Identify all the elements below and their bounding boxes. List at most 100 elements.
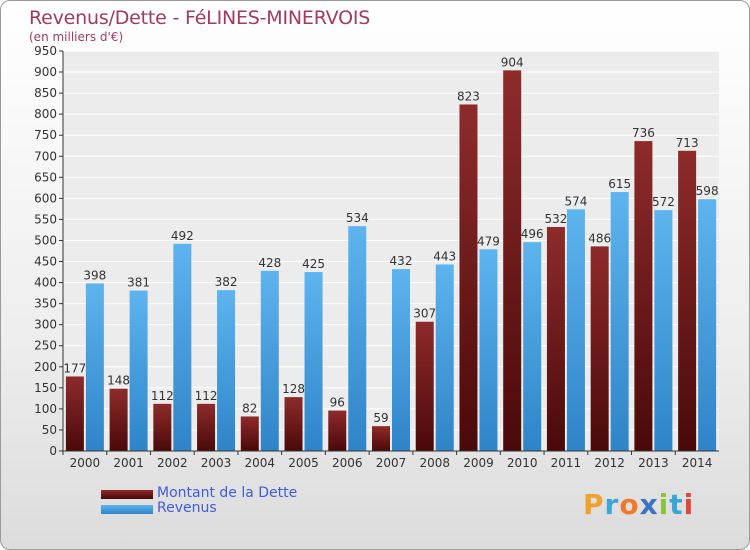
data-label-revenue: 425 [302, 257, 325, 271]
y-tick-label: 850 [34, 86, 57, 100]
bar-debt [240, 416, 259, 451]
bar-revenue [435, 264, 454, 451]
bar-debt [678, 150, 697, 451]
bar-debt [546, 227, 565, 451]
y-tick-label: 550 [34, 212, 57, 226]
y-tick-label: 50 [42, 423, 57, 437]
data-label-revenue: 615 [608, 177, 631, 191]
y-tick-label: 500 [34, 233, 57, 247]
data-label-revenue: 443 [433, 249, 456, 263]
data-label-debt: 82 [242, 401, 257, 415]
proxiti-logo: Proxiti [583, 488, 695, 521]
data-label-revenue: 572 [652, 195, 675, 209]
data-label-debt: 112 [151, 389, 174, 403]
bar-revenue [698, 199, 717, 451]
data-label-debt: 713 [676, 136, 699, 150]
y-tick-label: 100 [34, 402, 57, 416]
bar-debt [197, 403, 216, 451]
legend-swatch-revenue [101, 505, 153, 514]
x-tick-label: 2010 [507, 456, 538, 470]
legend-swatch-debt [101, 490, 153, 499]
data-label-debt: 128 [282, 382, 305, 396]
y-tick-label: 200 [34, 360, 57, 374]
data-label-debt: 59 [373, 411, 388, 425]
bar-revenue [479, 249, 498, 451]
data-label-revenue: 534 [346, 211, 369, 225]
data-label-debt: 823 [457, 89, 480, 103]
bar-revenue [523, 242, 542, 451]
y-tick-label: 150 [34, 381, 57, 395]
bar-revenue [173, 243, 192, 451]
data-label-debt: 112 [195, 389, 218, 403]
x-tick-label: 2007 [376, 456, 407, 470]
legend-label-debt: Montant de la Dette [157, 485, 298, 501]
y-tick-label: 800 [34, 107, 57, 121]
chart-title: Revenus/Dette - FéLINES-MINERVOIS [29, 7, 371, 29]
bar-revenue [348, 226, 367, 451]
y-tick-label: 350 [34, 297, 57, 311]
bar-revenue [392, 269, 410, 451]
y-tick-label: 750 [34, 128, 57, 142]
data-label-revenue: 432 [390, 254, 413, 268]
y-tick-label: 300 [34, 318, 57, 332]
bar-revenue [217, 290, 236, 451]
bar-revenue [304, 272, 323, 451]
data-label-debt: 96 [330, 396, 345, 410]
data-label-debt: 904 [501, 55, 524, 69]
data-label-debt: 177 [63, 361, 86, 375]
x-tick-label: 2012 [594, 456, 625, 470]
bar-debt [65, 376, 84, 451]
legend-label-revenue: Revenus [157, 500, 217, 516]
x-tick-label: 2003 [201, 456, 232, 470]
data-label-debt: 307 [413, 307, 436, 321]
bar-revenue [654, 210, 673, 451]
y-tick-label: 700 [34, 149, 57, 163]
bar-debt [284, 397, 303, 451]
x-tick-label: 2002 [157, 456, 188, 470]
bar-revenue [610, 192, 629, 452]
x-tick-label: 2006 [332, 456, 363, 470]
x-tick-label: 2013 [638, 456, 669, 470]
labels-layer: 177 398 148 381 112 492 112 382 82 428 128 425 96 534… [63, 55, 718, 425]
data-label-revenue: 574 [564, 194, 587, 208]
x-tick-label: 2008 [419, 456, 450, 470]
axis-layer: 0 50 100 150 200 250 300 350 400 450 500 550 600 650 7… [34, 44, 719, 470]
data-label-revenue: 398 [83, 268, 106, 282]
bar-debt [153, 403, 172, 451]
bar-revenue [129, 290, 148, 451]
x-tick-label: 2014 [682, 456, 713, 470]
bar-debt [415, 321, 434, 451]
x-tick-label: 2004 [245, 456, 276, 470]
x-tick-label: 2000 [70, 456, 101, 470]
data-label-debt: 148 [107, 374, 130, 388]
grid-layer [63, 50, 719, 452]
bar-debt [634, 141, 653, 451]
y-tick-label: 0 [49, 444, 57, 458]
data-label-revenue: 496 [521, 227, 544, 241]
x-tick-label: 2011 [551, 456, 582, 470]
y-tick-label: 250 [34, 339, 57, 353]
x-tick-label: 2009 [463, 456, 494, 470]
bars-layer [65, 70, 717, 452]
y-tick-label: 900 [34, 65, 57, 79]
y-tick-label: 950 [34, 44, 57, 58]
y-tick-label: 400 [34, 276, 57, 290]
y-tick-label: 450 [34, 255, 57, 269]
data-label-revenue: 382 [215, 275, 238, 289]
x-tick-label: 2001 [113, 456, 144, 470]
x-tick-label: 2005 [288, 456, 319, 470]
plot-area [63, 51, 719, 451]
data-label-debt: 486 [588, 231, 611, 245]
bar-debt [459, 104, 478, 451]
y-tick-label: 650 [34, 170, 57, 184]
data-label-debt: 532 [544, 212, 567, 226]
bar-debt [328, 410, 347, 451]
bar-revenue [566, 209, 585, 451]
data-label-revenue: 598 [696, 184, 719, 198]
data-label-revenue: 381 [127, 276, 150, 290]
chart-subtitle: (en milliers d'€) [29, 30, 124, 44]
data-label-revenue: 428 [258, 256, 281, 270]
bar-debt [109, 388, 128, 451]
bar-revenue [260, 270, 279, 451]
